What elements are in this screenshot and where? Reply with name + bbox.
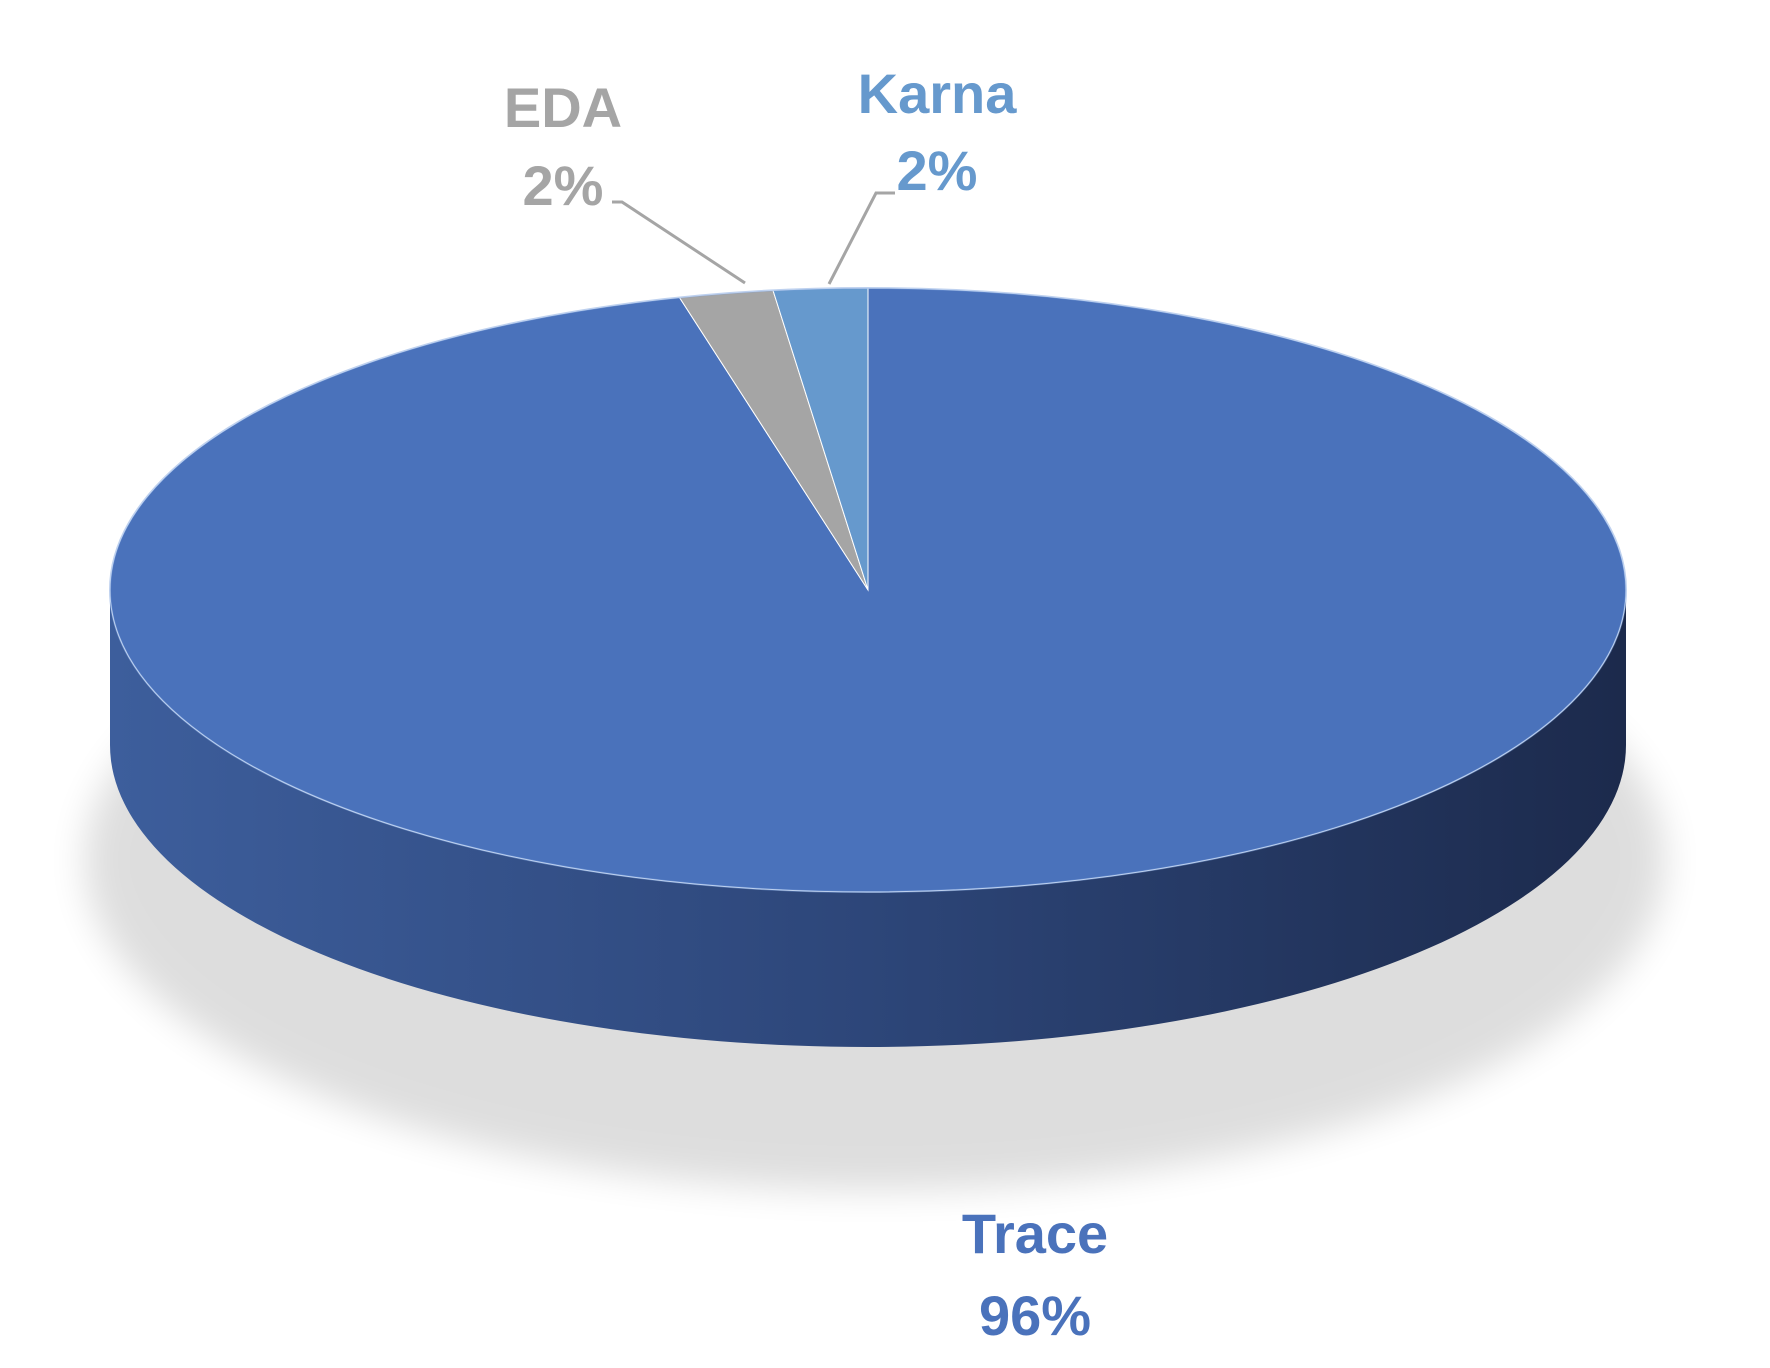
pie-rim xyxy=(109,287,1627,893)
slice-label-name-karna: Karna xyxy=(858,62,1018,125)
slice-label-percent-trace: 96% xyxy=(979,1284,1091,1347)
slice-label-percent-karna: 2% xyxy=(897,139,978,202)
slice-label-name-trace: Trace xyxy=(962,1202,1108,1265)
leader-line-eda xyxy=(612,200,746,285)
slice-label-percent-eda: 2% xyxy=(523,154,604,217)
pie-side-wall xyxy=(110,590,1626,1047)
slice-label-name-eda: EDA xyxy=(504,76,622,139)
leader-line-karna xyxy=(827,191,895,285)
